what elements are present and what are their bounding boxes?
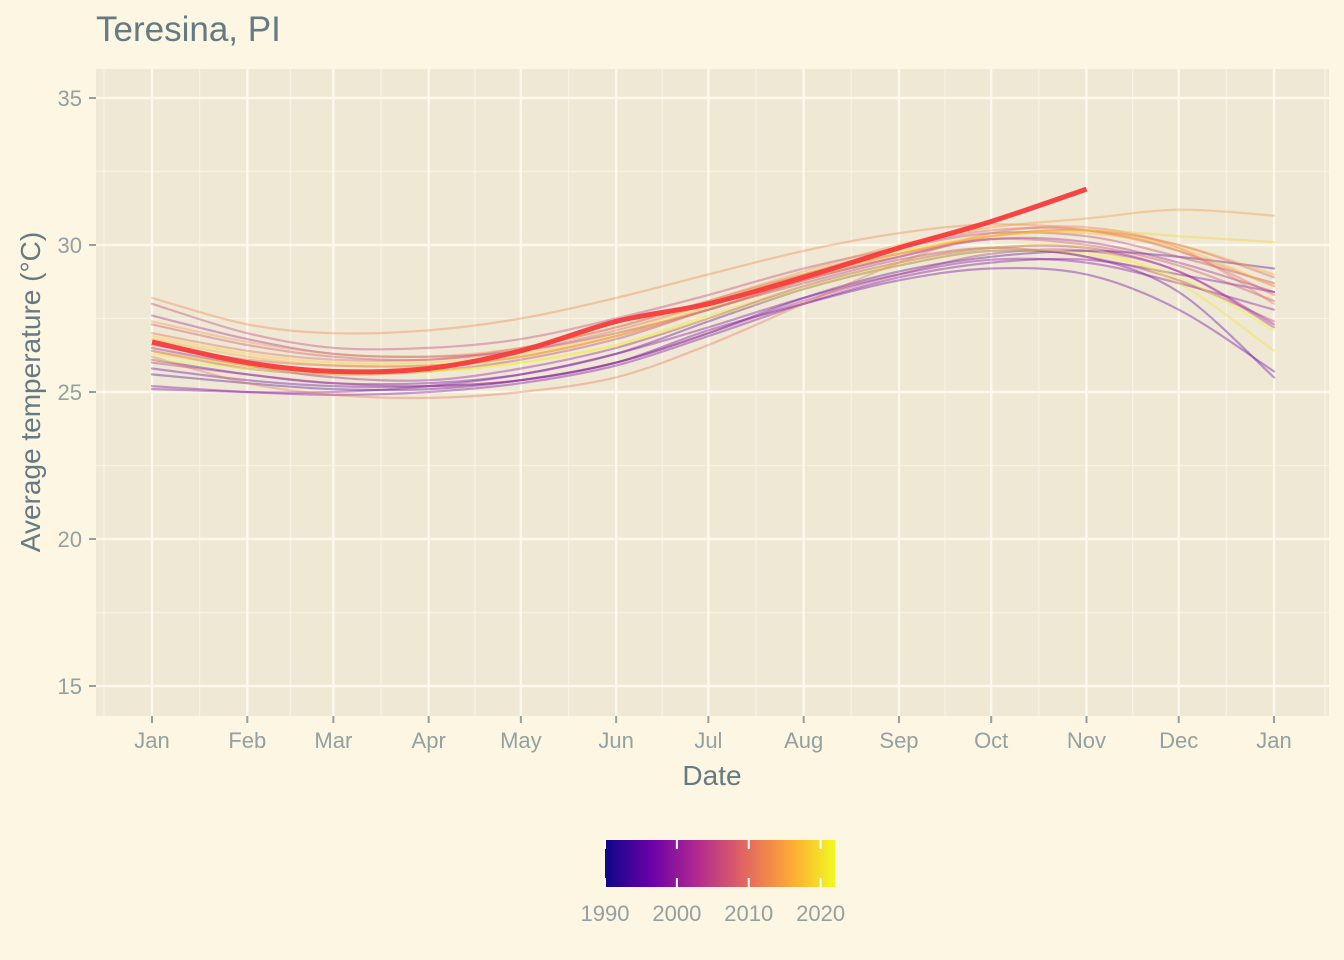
colorbar-tick-label: 2020: [796, 901, 845, 926]
colorbar-tick-label: 2010: [724, 901, 773, 926]
y-axis-label: Average temperature (°C): [15, 232, 46, 552]
x-tick-label: Mar: [314, 728, 352, 753]
y-tick-label: 30: [58, 233, 82, 258]
y-tick-label: 15: [58, 674, 82, 699]
x-tick-label: Jul: [694, 728, 722, 753]
series-line: [150, 236, 1276, 358]
series-line: [150, 257, 1276, 394]
x-tick-label: Nov: [1067, 728, 1106, 753]
series-line: [150, 231, 1276, 351]
grid-major: [96, 69, 1329, 716]
x-tick-label: Jun: [598, 728, 633, 753]
x-tick-label: Sep: [879, 728, 918, 753]
x-tick-label: Aug: [784, 728, 823, 753]
series-line: [150, 225, 1276, 400]
x-tick-label: May: [500, 728, 542, 753]
series-line: [150, 257, 1276, 397]
x-axis: Jan Feb Mar Apr May Jun Jul Aug Sep Oct Nov Dec Jan: [134, 716, 1292, 753]
series-line: [150, 223, 1276, 335]
series-line: [150, 208, 1276, 359]
series-line: [150, 248, 1276, 388]
colorbar-ticks: 1990 2000 2010 2020: [581, 840, 845, 926]
series-line: [150, 237, 1276, 362]
x-tick-label: Oct: [974, 728, 1008, 753]
highlight-series-line: [151, 186, 1088, 375]
y-tick-label: 25: [58, 380, 82, 405]
colorbar-legend: 1990 2000 2010 2020: [581, 840, 845, 926]
y-tick-label: 35: [58, 86, 82, 111]
chart-title: Teresina, PI: [96, 10, 281, 49]
x-tick-label: Jan: [134, 728, 169, 753]
series-line: [150, 248, 1276, 376]
series-line: [150, 244, 1276, 382]
x-tick-label: Feb: [228, 728, 266, 753]
y-tick-label: 20: [58, 527, 82, 552]
x-tick-label: Apr: [412, 728, 446, 753]
colorbar: [605, 840, 835, 887]
series-line: [150, 249, 1276, 386]
series-line: [150, 266, 1276, 388]
colorbar-tick-label: 2000: [652, 901, 701, 926]
series-line: [150, 246, 1276, 376]
series-line: [150, 228, 1276, 368]
series-line: [150, 249, 1276, 392]
series-line: [150, 228, 1276, 368]
y-axis: 15 20 25 30 35: [58, 86, 96, 699]
x-axis-label: Date: [682, 760, 741, 791]
highlight-layer: [151, 186, 1088, 375]
x-tick-label: Jan: [1256, 728, 1291, 753]
x-tick-label: Dec: [1159, 728, 1198, 753]
colorbar-tick-label: 1990: [581, 901, 630, 926]
